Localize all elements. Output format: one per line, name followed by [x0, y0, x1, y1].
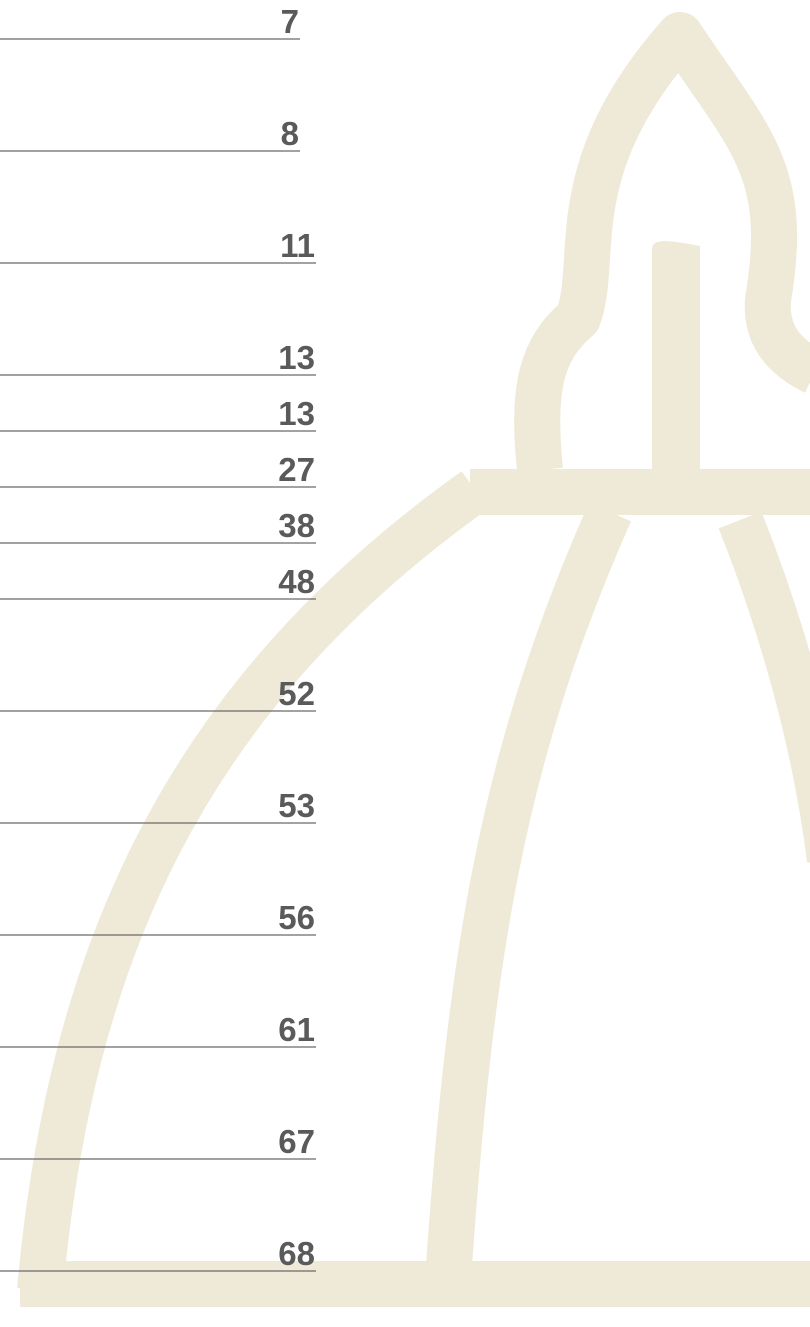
- page-number: 13: [278, 395, 315, 432]
- page-number: 48: [278, 563, 315, 600]
- page-number: 67: [278, 1123, 315, 1160]
- toc-list: 7 8 11 13 13 27 38 48 52 53 56 61 67 68: [0, 3, 316, 1272]
- page-number: 13: [278, 339, 315, 376]
- page-number: 52: [278, 675, 315, 712]
- dome-outer-arc: [40, 490, 475, 1290]
- page-number: 56: [278, 899, 315, 936]
- page-number: 11: [280, 227, 315, 264]
- page-number: 38: [278, 507, 315, 544]
- dome-lantern-bar: [652, 241, 700, 470]
- page-number: 7: [281, 3, 299, 40]
- page-number: 27: [278, 451, 315, 488]
- page-number: 53: [278, 787, 315, 824]
- page-number: 68: [278, 1235, 315, 1272]
- dome-rib-right: [740, 520, 810, 860]
- dome-illustration: [20, 35, 810, 1290]
- page-number: 61: [278, 1011, 315, 1048]
- page-number: 8: [281, 115, 299, 152]
- toc-page: 7 8 11 13 13 27 38 48 52 53 56 61 67 68: [0, 0, 810, 1327]
- page: {"toc": {"page_numbers": [7, 8, 11, 13, …: [0, 0, 810, 1327]
- dome-rib-left: [448, 512, 610, 1280]
